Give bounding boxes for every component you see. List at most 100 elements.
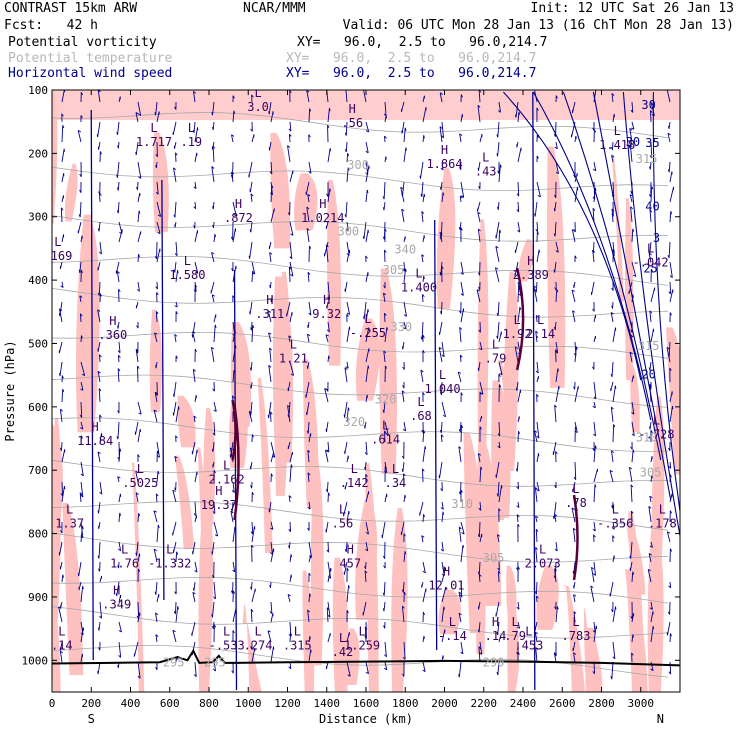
wind-vector: [137, 161, 142, 179]
model-title: CONTRAST 15km ARW: [4, 1, 138, 16]
wind-vector: [460, 641, 464, 655]
wind-vector: [422, 107, 427, 123]
wind-vector-head: [553, 269, 556, 273]
x-tick-label: 2200: [471, 697, 498, 710]
wind-vector: [175, 601, 177, 614]
theta-label: 320: [375, 393, 397, 407]
wind-vector: [669, 281, 672, 295]
wind-vector: [232, 481, 235, 493]
wind-vector-head: [572, 310, 576, 313]
wind-vector-head: [518, 111, 521, 115]
wind-vector-head: [174, 456, 178, 459]
wind-vector: [307, 194, 310, 203]
pv-extremum-value: 3.0: [247, 100, 269, 114]
wind-vector: [631, 571, 634, 583]
wind-vector: [572, 310, 576, 323]
wind-vector: [534, 90, 538, 103]
wind-vector-head: [250, 608, 254, 612]
wind-vector: [59, 308, 63, 323]
wind-vector-head: [535, 487, 538, 490]
pv-contour: [515, 267, 525, 371]
wind-vector: [345, 201, 348, 218]
wind-vector: [555, 161, 560, 174]
wind-vector: [61, 441, 63, 451]
wind-vector: [61, 90, 65, 103]
wind-vector: [79, 295, 82, 303]
wind-vector-head: [212, 625, 214, 630]
wind-vector: [345, 121, 348, 136]
wind-vector-head: [232, 569, 236, 573]
wind-vector-head: [498, 508, 501, 512]
wind-vector-head: [403, 591, 406, 595]
wind-vector-head: [439, 429, 442, 433]
wind-vector: [116, 581, 120, 597]
wind-vector: [117, 201, 120, 214]
wind-vector-head: [609, 469, 613, 473]
wind-vector: [648, 253, 652, 263]
wind-vector-head: [383, 667, 387, 671]
wind-vector-head: [611, 146, 613, 151]
wind-vector: [365, 121, 370, 133]
pv-shade: [625, 198, 634, 381]
pv-extremum-type: L: [537, 313, 544, 327]
wind-vector-head: [443, 606, 445, 610]
pv-extremum-type: L: [417, 395, 424, 409]
pv-extremum-type: L: [415, 267, 422, 281]
wind-vector-head: [138, 210, 141, 214]
wind-vector-head: [405, 268, 407, 272]
wind-vector-head: [630, 616, 633, 620]
wind-vector: [479, 641, 483, 655]
wind-vector: [573, 594, 576, 603]
wind-vector-head: [536, 595, 539, 599]
wind-vector: [459, 421, 462, 433]
wind-vector: [650, 626, 654, 643]
wind-vector-head: [536, 315, 539, 318]
wind-vector-head: [384, 135, 387, 139]
wind-vector: [650, 328, 654, 343]
wind-vector-head: [536, 155, 539, 159]
pv-shade: [584, 607, 603, 692]
pv-extremum-value: 1.580: [169, 268, 205, 282]
wind-vector-head: [649, 166, 651, 170]
wind-vector-head: [458, 591, 462, 595]
wind-vector: [307, 450, 310, 463]
wind-vector: [631, 101, 634, 113]
wind-vector-head: [573, 174, 576, 178]
pv-extremum-type: L: [382, 419, 389, 433]
pv-extremum-type: L: [58, 625, 65, 639]
wind-vector: [344, 367, 348, 383]
wind-vector-head: [233, 110, 236, 114]
wind-vector: [612, 424, 615, 443]
wind-vector-head: [536, 107, 539, 111]
wind-vector-head: [307, 272, 311, 275]
wind-vector: [534, 631, 538, 643]
pv-extremum-type: H: [319, 197, 326, 211]
wind-vector: [517, 285, 520, 303]
wind-vector-head: [669, 367, 672, 371]
wind-vector-head: [441, 354, 445, 358]
wind-vector-head: [593, 396, 597, 400]
wind-vector-head: [290, 632, 292, 636]
wind-vector: [79, 201, 82, 218]
wind-vector-head: [194, 348, 197, 352]
wind-vector-head: [384, 466, 387, 470]
pv-extremum-value: 2.14: [526, 327, 555, 341]
pv-extremum-value: 9.32: [312, 307, 341, 321]
wind-vector-head: [611, 609, 614, 613]
wind-vector-head: [328, 355, 330, 359]
wind-vector: [478, 646, 481, 663]
pv-extremum-type: L: [492, 338, 499, 352]
wind-vector: [593, 381, 597, 399]
wind-vector-head: [480, 466, 483, 470]
wind-vector: [609, 581, 614, 597]
wind-vector-head: [422, 570, 426, 574]
pv-extremum-value: .42: [332, 645, 354, 659]
wind-vector-head: [648, 505, 652, 509]
wind-vector-head: [592, 249, 596, 253]
pv-extremum-value: 19.37: [201, 498, 237, 512]
wind-vector: [250, 361, 253, 371]
wind-vector: [648, 553, 652, 563]
wind-vector-head: [137, 568, 140, 572]
wind-vector-head: [592, 405, 596, 409]
pv-extremum-type: H: [347, 542, 354, 556]
